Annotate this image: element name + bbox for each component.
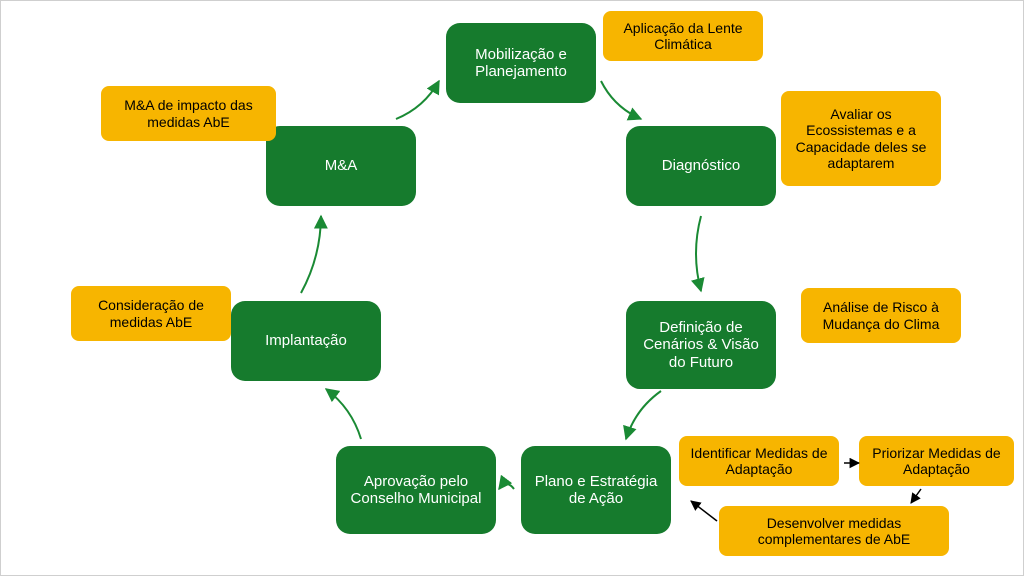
cycle-node-label: Diagnóstico <box>662 157 740 174</box>
cycle-node-mobilizacao: Mobilização e Planejamento <box>446 23 596 103</box>
note-mea-impacto: M&A de impacto das medidas AbE <box>101 86 276 141</box>
cycle-node-cenarios: Definição de Cenários & Visão do Futuro <box>626 301 776 389</box>
cycle-node-label: Mobilização e Planejamento <box>456 46 586 81</box>
cycle-node-mea: M&A <box>266 126 416 206</box>
cycle-node-diagnostico: Diagnóstico <box>626 126 776 206</box>
note-consideracao-abe: Consideração de medidas AbE <box>71 286 231 341</box>
note-label: Aplicação da Lente Climática <box>613 20 753 52</box>
note-label: Consideração de medidas AbE <box>81 297 221 329</box>
note-label: Análise de Risco à Mudança do Clima <box>811 299 951 331</box>
cycle-node-label: M&A <box>325 157 358 174</box>
cycle-node-implantacao: Implantação <box>231 301 381 381</box>
note-label: Priorizar Medidas de Adaptação <box>869 445 1004 477</box>
note-label: Desenvolver medidas complementares de Ab… <box>729 515 939 547</box>
note-label: Identificar Medidas de Adaptação <box>689 445 829 477</box>
cycle-node-label: Aprovação pelo Conselho Municipal <box>346 473 486 508</box>
cycle-node-label: Definição de Cenários & Visão do Futuro <box>636 319 766 371</box>
diagram-stage: Mobilização e Planejamento Diagnóstico D… <box>0 0 1024 576</box>
note-label: Avaliar os Ecossistemas e a Capacidade d… <box>791 106 931 170</box>
cycle-node-aprovacao: Aprovação pelo Conselho Municipal <box>336 446 496 534</box>
note-label: M&A de impacto das medidas AbE <box>111 97 266 129</box>
note-lente-climatica: Aplicação da Lente Climática <box>603 11 763 61</box>
cycle-node-label: Implantação <box>265 332 347 349</box>
note-priorizar-medidas: Priorizar Medidas de Adaptação <box>859 436 1014 486</box>
cycle-node-label: Plano e Estratégia de Ação <box>531 473 661 508</box>
note-desenvolver-medidas: Desenvolver medidas complementares de Ab… <box>719 506 949 556</box>
cycle-node-plano: Plano e Estratégia de Ação <box>521 446 671 534</box>
note-analise-risco: Análise de Risco à Mudança do Clima <box>801 288 961 343</box>
note-avaliar-ecossistemas: Avaliar os Ecossistemas e a Capacidade d… <box>781 91 941 186</box>
note-identificar-medidas: Identificar Medidas de Adaptação <box>679 436 839 486</box>
